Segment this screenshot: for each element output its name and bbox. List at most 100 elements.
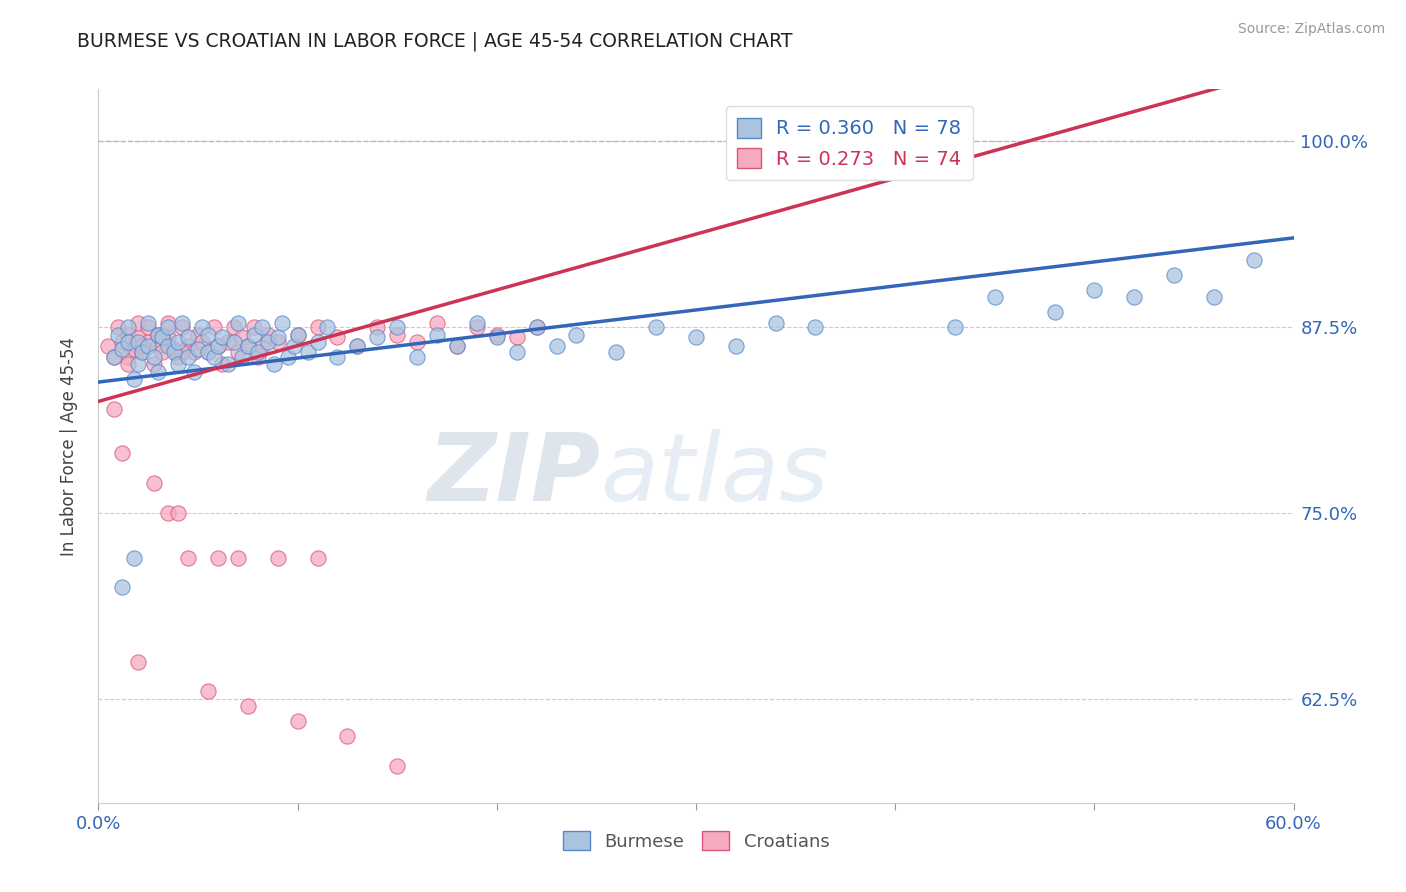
Point bbox=[506, 345, 529, 359]
Point bbox=[177, 350, 200, 364]
Point bbox=[131, 345, 153, 359]
Y-axis label: In Labor Force | Age 45-54: In Labor Force | Age 45-54 bbox=[59, 336, 77, 556]
Point bbox=[131, 345, 153, 359]
Point bbox=[191, 334, 214, 349]
Point bbox=[336, 729, 359, 743]
Point bbox=[157, 330, 180, 344]
Point bbox=[222, 320, 245, 334]
Point bbox=[243, 320, 266, 334]
Point bbox=[167, 357, 190, 371]
Point bbox=[267, 550, 290, 565]
Point bbox=[217, 357, 239, 371]
Point bbox=[167, 506, 190, 520]
Point bbox=[117, 334, 139, 349]
Point bbox=[172, 320, 194, 334]
Point bbox=[111, 343, 134, 357]
Point bbox=[385, 327, 409, 342]
Point bbox=[277, 350, 299, 364]
Point bbox=[97, 339, 120, 353]
Point bbox=[107, 327, 129, 342]
Point bbox=[167, 350, 190, 364]
Legend: Burmese, Croatians: Burmese, Croatians bbox=[555, 824, 837, 858]
Point bbox=[446, 339, 468, 353]
Point bbox=[150, 327, 173, 342]
Point bbox=[111, 446, 134, 460]
Point bbox=[1202, 290, 1225, 304]
Point bbox=[172, 345, 194, 359]
Point bbox=[124, 550, 146, 565]
Point bbox=[111, 334, 134, 349]
Point bbox=[267, 330, 290, 344]
Point bbox=[103, 350, 125, 364]
Point bbox=[446, 339, 468, 353]
Point bbox=[202, 320, 225, 334]
Point bbox=[148, 365, 170, 379]
Point bbox=[163, 345, 186, 359]
Point bbox=[1123, 290, 1146, 304]
Point bbox=[263, 357, 285, 371]
Point bbox=[136, 334, 159, 349]
Point bbox=[187, 327, 209, 342]
Point bbox=[267, 334, 290, 349]
Point bbox=[804, 320, 827, 334]
Point bbox=[177, 550, 200, 565]
Point bbox=[211, 357, 233, 371]
Point bbox=[287, 327, 309, 342]
Point bbox=[148, 327, 170, 342]
Point bbox=[111, 580, 134, 594]
Point bbox=[107, 320, 129, 334]
Point bbox=[236, 699, 259, 714]
Point bbox=[117, 320, 139, 334]
Point bbox=[103, 401, 125, 416]
Point bbox=[127, 334, 149, 349]
Point bbox=[177, 339, 200, 353]
Point bbox=[645, 320, 668, 334]
Point bbox=[187, 343, 209, 357]
Point bbox=[256, 327, 278, 342]
Point bbox=[685, 330, 707, 344]
Point bbox=[197, 345, 219, 359]
Point bbox=[157, 339, 180, 353]
Point bbox=[157, 316, 180, 330]
Point bbox=[346, 339, 368, 353]
Point bbox=[385, 758, 409, 772]
Point bbox=[485, 327, 508, 342]
Point bbox=[136, 320, 159, 334]
Point bbox=[124, 343, 146, 357]
Point bbox=[127, 655, 149, 669]
Point bbox=[157, 506, 180, 520]
Point bbox=[117, 327, 139, 342]
Point bbox=[127, 330, 149, 344]
Point bbox=[243, 327, 266, 342]
Point bbox=[526, 320, 548, 334]
Point bbox=[1243, 253, 1265, 268]
Point bbox=[136, 316, 159, 330]
Point bbox=[226, 550, 249, 565]
Point bbox=[465, 316, 488, 330]
Point bbox=[506, 330, 529, 344]
Point bbox=[217, 334, 239, 349]
Point bbox=[307, 320, 329, 334]
Point bbox=[143, 476, 166, 491]
Point bbox=[307, 550, 329, 565]
Point bbox=[197, 327, 219, 342]
Point bbox=[406, 334, 429, 349]
Point bbox=[283, 339, 305, 353]
Point bbox=[191, 320, 214, 334]
Point bbox=[256, 334, 278, 349]
Point bbox=[143, 357, 166, 371]
Point bbox=[406, 350, 429, 364]
Point bbox=[157, 320, 180, 334]
Text: atlas: atlas bbox=[600, 429, 828, 520]
Point bbox=[117, 350, 139, 364]
Point bbox=[346, 339, 368, 353]
Point bbox=[183, 345, 205, 359]
Point bbox=[385, 320, 409, 334]
Point bbox=[150, 345, 173, 359]
Point bbox=[163, 343, 186, 357]
Point bbox=[143, 350, 166, 364]
Point bbox=[148, 339, 170, 353]
Point bbox=[526, 320, 548, 334]
Point bbox=[366, 320, 388, 334]
Point bbox=[297, 345, 319, 359]
